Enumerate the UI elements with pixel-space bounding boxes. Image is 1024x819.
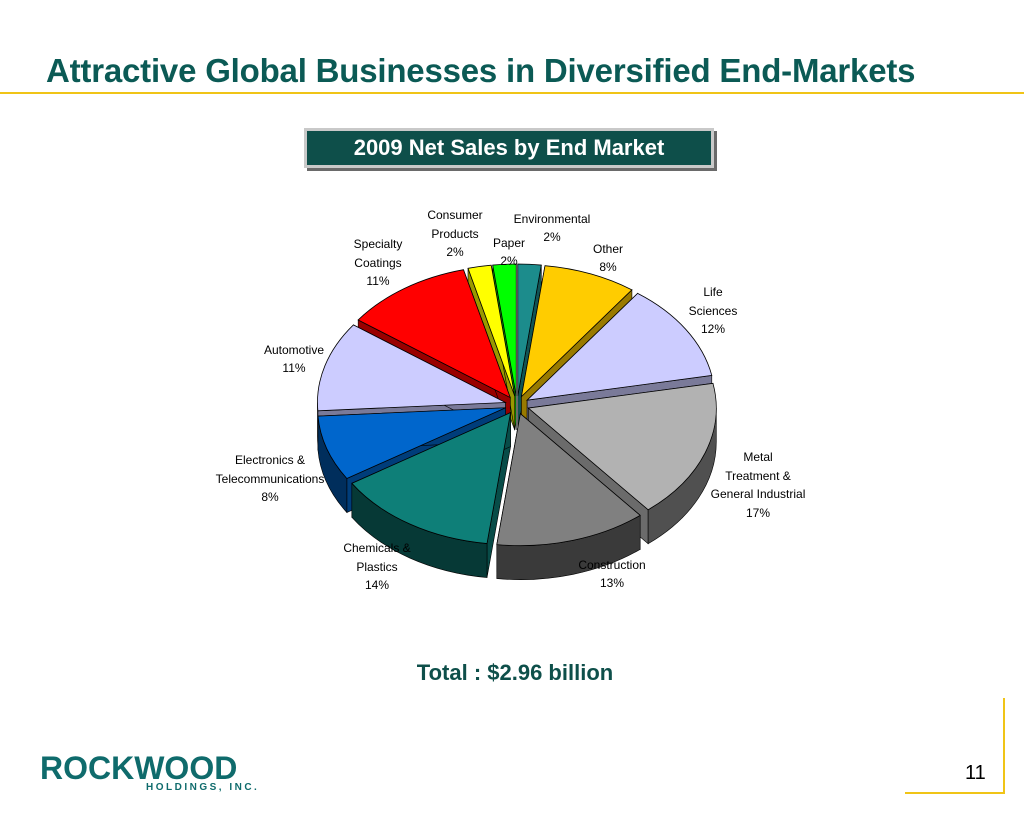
slice-label: Chemicals & Plastics 14%: [343, 539, 410, 595]
slice-label-line: 2%: [543, 230, 561, 244]
slice-label-line: General Industrial: [710, 487, 806, 501]
slice-label-line: 2%: [446, 245, 464, 260]
logo-subtext: HOLDINGS, INC.: [146, 782, 260, 793]
slice-label-line: Chemicals &: [343, 541, 411, 556]
slice-label-line: 17%: [745, 505, 771, 520]
slice-label: Metal Treatment & General Industrial 17%: [711, 448, 806, 522]
corner-rule-horizontal: [905, 792, 1005, 794]
slice-label-line: Coatings: [354, 255, 402, 270]
slice-label-line: 8%: [261, 490, 279, 505]
slice-label-line: Automotive: [263, 342, 325, 357]
logo-wordmark-text: ROCKWOOD: [40, 750, 238, 786]
chart-title: 2009 Net Sales by End Market: [353, 135, 665, 160]
corner-rule-vertical: [1003, 698, 1005, 794]
slice-label: Life Sciences 12%: [689, 283, 738, 339]
slice-label: Consumer Products 2%: [427, 206, 482, 262]
slice-label-line: Products: [431, 226, 479, 241]
slice-label-line: 12%: [700, 322, 726, 337]
slice-label-line: Life: [703, 285, 723, 300]
pie-slice: [496, 412, 641, 580]
page-number: 11: [965, 762, 986, 784]
title-divider: [0, 92, 1024, 94]
company-logo: ROCKWOOD HOLDINGS, INC.: [40, 752, 259, 793]
slice-label: Other 8%: [593, 240, 623, 277]
slice-label: Construction 13%: [578, 556, 645, 593]
slice-label-line: 2%: [500, 254, 518, 268]
slice-label-line: Plastics: [356, 559, 398, 574]
slice-label-line: Sciences: [688, 303, 738, 318]
slice-label-line: 13%: [599, 576, 625, 590]
slice-label-line: Other: [592, 241, 624, 256]
slice-label-line: Consumer: [427, 208, 483, 223]
slice-label: Automotive 11%: [264, 341, 324, 378]
slice-label: Environmental 2%: [514, 210, 591, 247]
total-sales: Total : $2.96 billion: [416, 660, 614, 685]
pie-slice: [351, 411, 512, 578]
slice-label-line: Treatment &: [725, 468, 791, 483]
logo-wordmark: ROCKWOOD: [40, 752, 259, 784]
slice-label-line: 8%: [599, 260, 617, 274]
slice-label-line: Metal: [743, 450, 773, 464]
slice-label: Paper 2%: [493, 234, 525, 271]
slice-label-line: Telecommunications: [215, 471, 325, 486]
slice-label: Specialty Coatings 11%: [354, 235, 403, 291]
slice-label-line: Environmental: [513, 211, 591, 226]
slice-label-line: Paper: [492, 235, 526, 250]
slice-label-line: Specialty: [353, 237, 403, 252]
chart-title-box: 2009 Net Sales by End Market: [304, 128, 714, 168]
slice-label-line: 11%: [282, 361, 306, 375]
slice-label-line: Construction: [578, 557, 646, 572]
slide-title: Attractive Global Businesses in Diversif…: [46, 52, 916, 89]
slice-label-line: 11%: [366, 274, 390, 289]
slice-label-line: 14%: [364, 578, 390, 593]
slice-label: Electronics & Telecommunications 8%: [216, 451, 325, 507]
slice-label-line: Electronics &: [234, 453, 306, 468]
